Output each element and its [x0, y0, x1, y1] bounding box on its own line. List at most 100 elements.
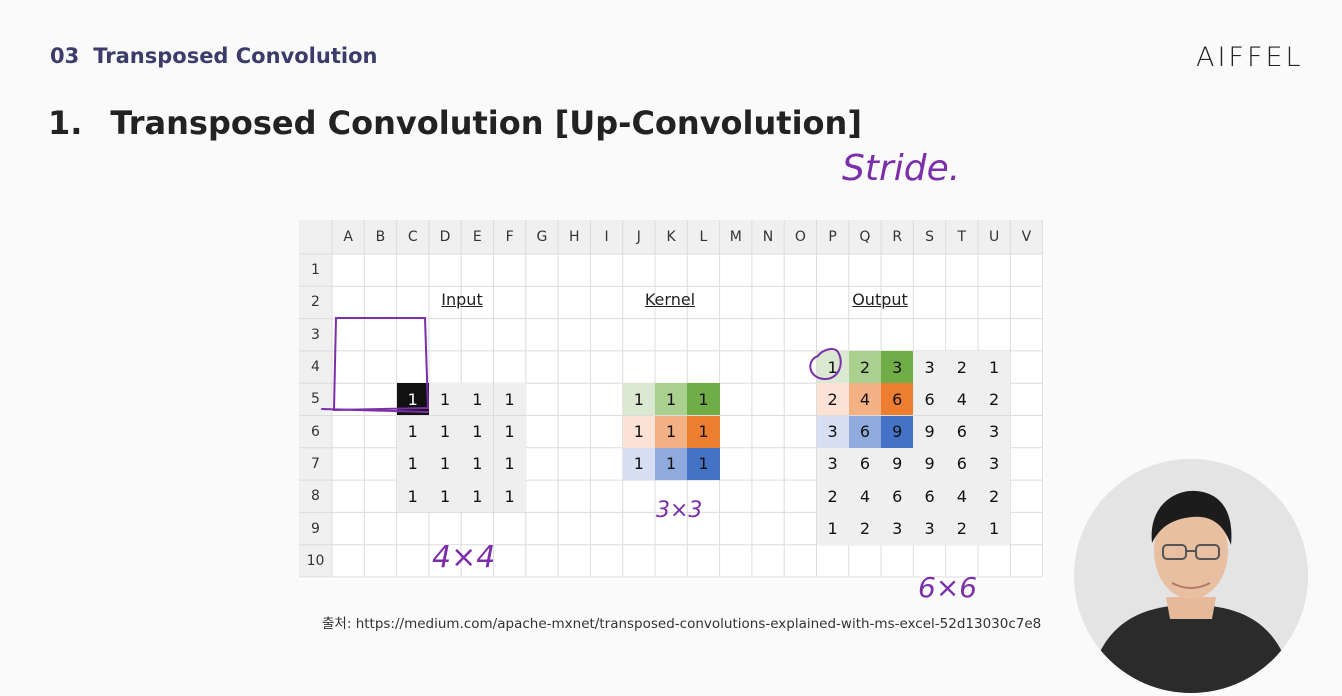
output-cell[interactable]: 3 [816, 415, 849, 448]
input-cell[interactable]: 1 [461, 480, 494, 513]
input-cell[interactable]: 1 [396, 480, 429, 513]
output-cell[interactable]: 3 [881, 512, 914, 545]
input-cell[interactable]: 1 [428, 480, 462, 513]
column-header-k[interactable]: K [666, 229, 676, 245]
row-header-1[interactable]: 1 [311, 262, 320, 279]
kernel-cell[interactable]: 1 [622, 383, 655, 416]
kernel-cell[interactable]: 1 [687, 415, 720, 448]
column-header-p[interactable]: P [828, 229, 837, 245]
row-header-6[interactable]: 6 [311, 423, 320, 440]
input-cell[interactable]: 1 [428, 415, 462, 448]
column-header-g[interactable]: G [536, 229, 548, 245]
output-cell[interactable]: 2 [816, 383, 849, 416]
input-cell[interactable]: 1 [493, 480, 526, 513]
row-header-8[interactable]: 8 [311, 488, 320, 505]
input-window-box-underline [321, 408, 429, 413]
column-header-n[interactable]: N [762, 229, 774, 245]
output-cell[interactable]: 2 [945, 350, 978, 384]
output-cell[interactable]: 9 [913, 447, 946, 481]
row-header-10[interactable]: 10 [306, 552, 325, 569]
output-cell[interactable]: 9 [881, 415, 914, 448]
input-cell[interactable]: 1 [428, 447, 462, 481]
column-header-d[interactable]: D [439, 229, 451, 245]
input-cell[interactable]: 1 [396, 383, 429, 416]
column-header-r[interactable]: R [892, 229, 903, 245]
output-cell[interactable]: 2 [816, 480, 849, 513]
column-header-m[interactable]: M [729, 229, 742, 245]
row-header-4[interactable]: 4 [311, 359, 320, 376]
presenter-video [1074, 459, 1308, 693]
column-header-o[interactable]: O [794, 229, 806, 245]
input-cell[interactable]: 1 [428, 383, 462, 416]
output-cell[interactable]: 2 [945, 512, 978, 545]
kernel-cell[interactable]: 1 [655, 383, 688, 416]
column-header-l[interactable]: L [699, 229, 708, 245]
input-cell[interactable]: 1 [396, 447, 429, 481]
output-cell[interactable]: 9 [913, 415, 946, 448]
kernel-cell[interactable]: 1 [687, 383, 720, 416]
kernel-cell[interactable]: 1 [687, 447, 720, 481]
column-header-t[interactable]: T [957, 229, 967, 245]
column-header-j[interactable]: J [636, 229, 641, 245]
output-cell[interactable]: 6 [848, 447, 882, 481]
column-header-s[interactable]: S [925, 229, 934, 245]
output-cell[interactable]: 6 [881, 480, 914, 513]
output-cell[interactable]: 3 [913, 512, 946, 545]
output-cell[interactable]: 4 [945, 480, 978, 513]
kernel-size-handwriting: 3×3 [656, 498, 702, 523]
output-cell[interactable]: 2 [978, 383, 1011, 416]
output-cell[interactable]: 6 [881, 383, 914, 416]
column-header-i[interactable]: I [604, 229, 609, 245]
column-header-h[interactable]: H [568, 229, 580, 245]
output-cell[interactable]: 6 [848, 415, 882, 448]
output-cell[interactable]: 1 [978, 350, 1011, 384]
output-cell[interactable]: 3 [978, 447, 1011, 481]
input-window-box [332, 317, 430, 412]
column-header-b[interactable]: B [375, 229, 386, 245]
input-cell[interactable]: 1 [461, 383, 494, 416]
output-cell[interactable]: 9 [881, 447, 914, 481]
kernel-cell[interactable]: 1 [622, 447, 655, 481]
output-cell[interactable]: 6 [945, 415, 978, 448]
output-cell[interactable]: 6 [945, 447, 978, 481]
output-cell[interactable]: 4 [848, 480, 882, 513]
source-url[interactable]: https://medium.com/apache-mxnet/transpos… [355, 616, 1042, 632]
input-cell[interactable]: 1 [396, 415, 429, 448]
output-cell[interactable]: 6 [913, 480, 946, 513]
output-cell[interactable]: 4 [848, 383, 882, 416]
column-header-q[interactable]: Q [859, 229, 871, 245]
output-cell[interactable]: 1 [816, 512, 849, 545]
row-header-9[interactable]: 9 [311, 520, 320, 537]
output-cell[interactable]: 4 [945, 383, 978, 416]
row-header-7[interactable]: 7 [311, 455, 320, 472]
output-cell[interactable]: 1 [978, 512, 1011, 545]
column-header-a[interactable]: A [343, 229, 353, 245]
row-header-2[interactable]: 2 [311, 294, 320, 311]
kernel-cell[interactable]: 1 [622, 415, 655, 448]
column-header-v[interactable]: V [1021, 229, 1032, 245]
row-header-band [299, 220, 332, 577]
column-header-f[interactable]: F [505, 229, 514, 245]
column-header-u[interactable]: U [989, 229, 1000, 245]
input-cell[interactable]: 1 [493, 447, 526, 481]
column-header-c[interactable]: C [407, 229, 418, 245]
output-cell[interactable]: 2 [848, 350, 882, 384]
input-cell[interactable]: 1 [493, 383, 526, 416]
input-cell[interactable]: 1 [461, 415, 494, 448]
output-first-cell-circle [809, 348, 842, 381]
output-cell[interactable]: 6 [913, 383, 946, 416]
output-cell[interactable]: 2 [978, 480, 1011, 513]
section-title: Transposed Convolution [93, 44, 378, 68]
output-cell[interactable]: 3 [881, 350, 914, 384]
output-cell[interactable]: 3 [816, 447, 849, 481]
kernel-cell[interactable]: 1 [655, 447, 688, 481]
kernel-cell[interactable]: 1 [655, 415, 688, 448]
output-cell[interactable]: 3 [913, 350, 946, 384]
input-cell[interactable]: 1 [461, 447, 494, 481]
input-cell[interactable]: 1 [493, 415, 526, 448]
output-cell[interactable]: 3 [978, 415, 1011, 448]
column-header-e[interactable]: E [472, 229, 482, 245]
row-header-5[interactable]: 5 [311, 391, 320, 408]
row-header-3[interactable]: 3 [311, 326, 320, 343]
output-cell[interactable]: 2 [848, 512, 882, 545]
